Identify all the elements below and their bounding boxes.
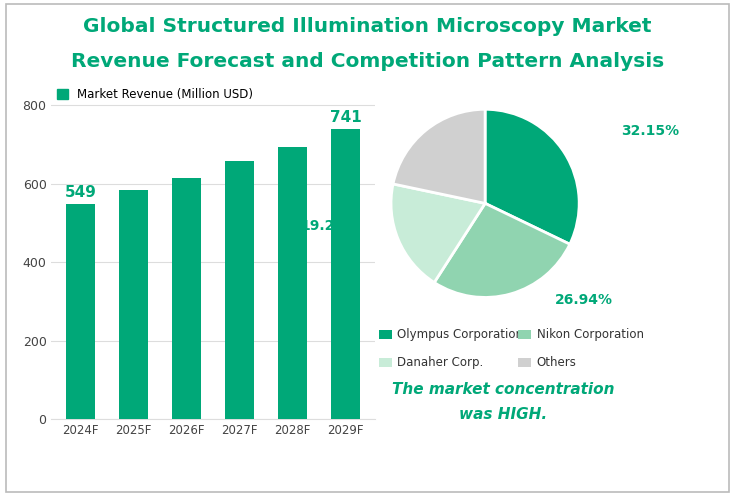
Wedge shape [434,203,570,298]
Text: Danaher Corp.: Danaher Corp. [397,356,483,369]
Bar [66,204,96,419]
Bar [278,146,307,419]
Text: Others: Others [537,356,576,369]
Text: Competition Pattern in 2023: Competition Pattern in 2023 [423,456,667,472]
Text: 741: 741 [330,110,362,124]
Text: Olympus Corporation: Olympus Corporation [397,328,523,341]
Bar [119,189,148,419]
Bar [225,161,254,419]
Text: 549: 549 [65,185,97,200]
Text: 26.94%: 26.94% [556,293,613,307]
Text: Nikon Corporation: Nikon Corporation [537,328,644,341]
Bar [172,178,201,419]
Text: 32.15%: 32.15% [621,124,679,138]
Wedge shape [393,109,485,203]
Text: Market Revenue Forecast: Market Revenue Forecast [74,456,293,472]
Bar [331,128,360,419]
Wedge shape [485,109,579,244]
Text: Global Structured Illumination Microscopy Market: Global Structured Illumination Microscop… [83,17,652,36]
Text: Revenue Forecast and Competition Pattern Analysis: Revenue Forecast and Competition Pattern… [71,52,664,71]
Text: The market concentration: The market concentration [392,382,614,397]
Text: 19.22%: 19.22% [301,219,359,233]
Legend: Market Revenue (Million USD): Market Revenue (Million USD) [57,88,254,101]
Wedge shape [391,184,485,283]
Text: was HIGH.: was HIGH. [459,407,548,422]
